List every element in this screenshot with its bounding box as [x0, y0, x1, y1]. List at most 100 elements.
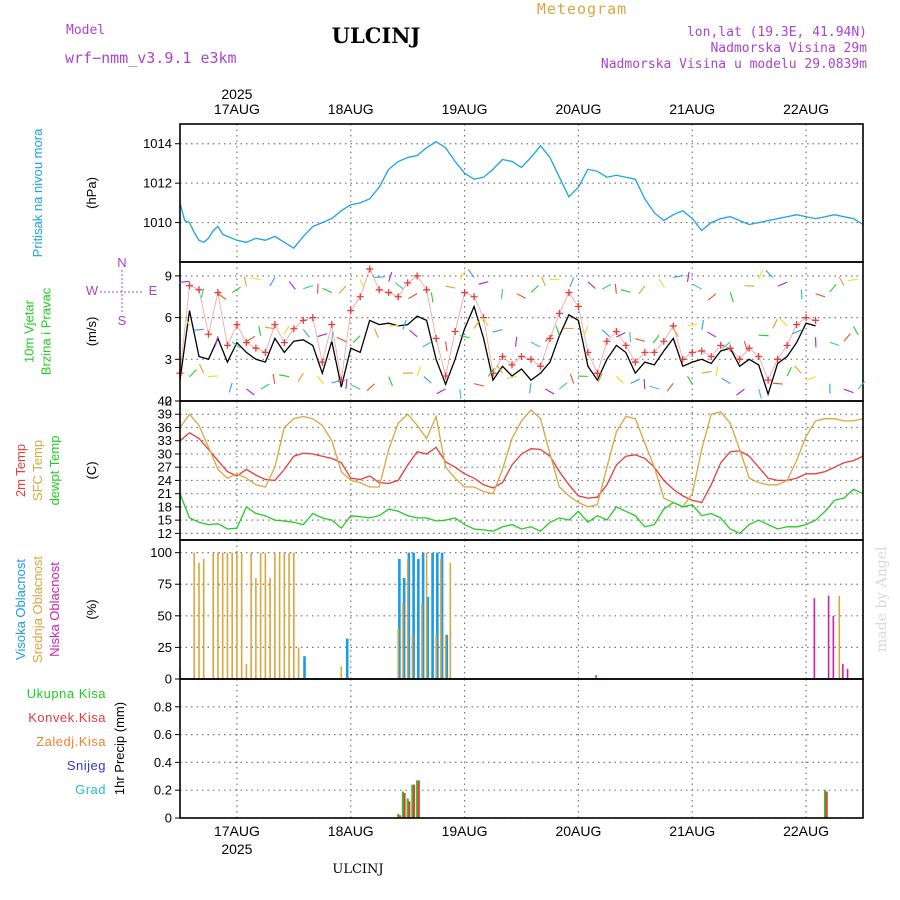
wind-barb	[569, 277, 575, 287]
pressure-y-tick-label: 1014	[143, 136, 172, 151]
bottom-date-label: 17AUG	[214, 823, 260, 839]
wind-barb	[638, 285, 646, 295]
temperature-y-tick-label: 21	[158, 486, 172, 501]
2m-temp-line	[179, 432, 864, 504]
wind-barb	[269, 277, 276, 287]
wind-barb	[794, 365, 802, 374]
precip-legend-1: Konvek.Kisa	[28, 710, 106, 725]
wind-barb	[430, 292, 434, 303]
wind-barb	[758, 334, 769, 337]
pritisak-na-nivou-mora-line	[179, 140, 864, 250]
wind-barb	[492, 329, 503, 333]
temperature-y-tick-label: 33	[158, 433, 172, 448]
bottom-date-label: 21AUG	[669, 823, 715, 839]
wind-barb	[258, 325, 262, 336]
wind-barb	[516, 293, 526, 299]
wind-barb	[250, 277, 261, 281]
cloud-y-tick-label: 75	[158, 577, 172, 592]
visoka-oblacnost-bar	[445, 634, 449, 679]
wind-panel: 0 3 6 9 10m Vjetar Brzina i Pravac (m/s) N S W E	[22, 255, 866, 409]
wind-barb	[786, 366, 792, 377]
srednja-oblacnost-bar	[288, 552, 290, 679]
precip-legend-4: Grad	[75, 782, 106, 797]
ukupna-kisa-bar	[397, 813, 400, 818]
srednja-oblacnost-bar	[193, 552, 196, 679]
compass-w: W	[86, 283, 99, 298]
station-title: ULCINJ	[332, 23, 421, 48]
visoka-oblacnost-bar	[303, 656, 306, 679]
wind-barb	[482, 317, 489, 327]
srednja-oblacnost-bar	[297, 647, 300, 679]
ukupna-kisa-bar	[823, 790, 827, 818]
cloud-y-tick-label: 100	[150, 545, 172, 560]
wind-barb	[388, 271, 393, 282]
wind-barb	[394, 282, 404, 290]
niska-oblacnost-bar	[846, 668, 849, 679]
wind-barb	[345, 378, 348, 389]
srednja-oblacnost-bar	[449, 562, 452, 679]
wind-barb	[729, 291, 734, 302]
wind-barb	[409, 329, 418, 338]
wind-barb	[569, 373, 575, 384]
wind-barb	[555, 325, 560, 336]
wind-barb	[601, 329, 610, 337]
srednja-oblacnost-bar	[402, 603, 404, 679]
wind-barb	[772, 318, 778, 329]
bottom-year-label: 2025	[221, 841, 252, 857]
wind-barb	[193, 328, 204, 331]
wind-barb	[583, 325, 589, 336]
precip-y-tick-label: 0	[165, 811, 172, 826]
bottom-date-label: 18AUG	[328, 823, 374, 839]
wind-barb	[815, 293, 826, 298]
temperature-y-tick-label: 39	[158, 407, 172, 422]
konvek-kisa-bar	[403, 792, 406, 818]
cloud-y-tick-label: 0	[165, 672, 172, 687]
niska-oblacnost-bar	[813, 598, 816, 679]
wind-barb	[736, 388, 745, 396]
bottom-date-label: 20AUG	[555, 823, 601, 839]
wind-barb	[336, 336, 347, 343]
precip-frame	[179, 678, 864, 819]
ukupna-kisa-bar	[411, 784, 414, 818]
wind-barb	[777, 281, 788, 287]
wind-barb	[701, 319, 705, 330]
srednja-oblacnost-bar	[444, 634, 447, 679]
pressure-y-tick-label: 1012	[143, 176, 172, 191]
wind-barb	[303, 285, 313, 290]
pressure-panel: 1010 1012 1014 Pritisak na nivou mora (hPa)	[30, 123, 864, 263]
wind-barb	[649, 385, 660, 390]
wind-barb	[302, 329, 310, 338]
wind-barb	[260, 383, 270, 390]
konvek-kisa-bar	[417, 780, 420, 818]
cloud-y-tick-label: 50	[158, 608, 172, 623]
wind-barb	[214, 336, 219, 347]
niska-oblacnost-bar	[832, 615, 835, 679]
wind-barb	[848, 278, 859, 282]
wind-barb	[673, 274, 684, 279]
wind-barb	[829, 341, 840, 346]
srednja-oblacnost-bar	[278, 552, 281, 679]
wind-barb	[721, 377, 731, 385]
wind-barb	[317, 375, 325, 385]
ukupna-kisa-bar	[401, 791, 405, 818]
konvek-kisa-bar	[408, 801, 411, 818]
wind-barb	[541, 276, 546, 287]
temperature-y-tick-label: 27	[158, 460, 172, 475]
wind-barb	[530, 341, 541, 348]
wind-label: 10m Vjetar	[22, 299, 37, 363]
wind-barb	[765, 270, 774, 278]
wind-barb	[614, 283, 617, 294]
niska-oblacnost-bar	[595, 675, 597, 679]
wind-barb	[423, 376, 432, 384]
plot-area: 1010 1012 1014 Pritisak na nivou mora (hPa) 0…	[13, 86, 866, 857]
wind-barb	[279, 374, 290, 378]
precip-ylabel: 1hr Precip (mm)	[112, 702, 127, 795]
pressure-unit: (hPa)	[84, 177, 99, 209]
wind-barb	[246, 388, 255, 396]
wind-barb	[207, 375, 218, 378]
visoka-oblacnost-bar	[345, 638, 349, 679]
srednja-oblacnost-bar	[221, 552, 224, 679]
srednja-oblacnost-bar	[240, 552, 243, 679]
header: Model wrf−nmm_v3.9.1 e3km ULCINJ Meteogr…	[65, 0, 890, 877]
